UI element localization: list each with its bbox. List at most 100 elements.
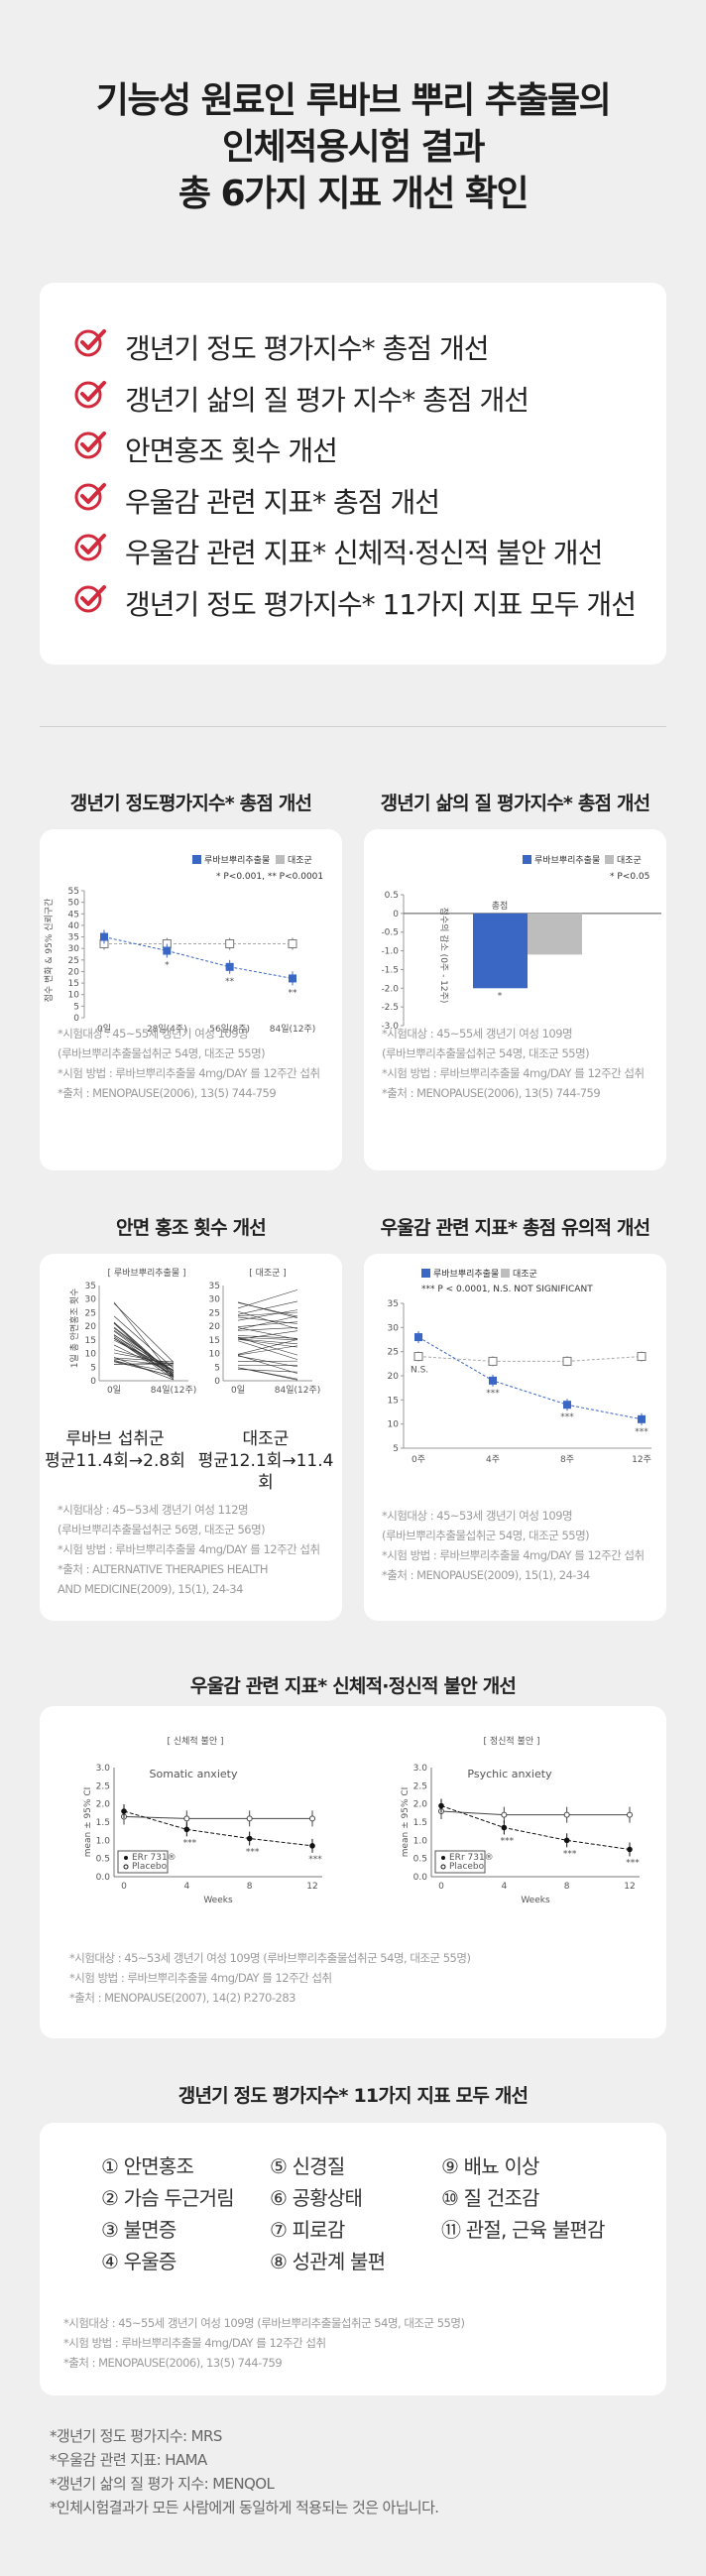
title-line-3: 총 6가지 지표 개선 확인 xyxy=(177,174,530,214)
placebo-line xyxy=(417,1356,643,1362)
hama-notes: *시험대상 : 45~53세 갱년기 여성 109명 (루바브뿌리추출물섭취군 5… xyxy=(382,1506,645,1585)
subject-line xyxy=(113,1358,175,1367)
note-line: *시험대상 : 45~53세 갱년기 여성 109명 (루바브뿌리추출물섭취군 … xyxy=(69,1951,471,1965)
subject-line xyxy=(237,1327,298,1331)
x-tick-label: 12 xyxy=(624,1882,635,1892)
check-circle-icon xyxy=(73,325,107,359)
note-line: *시험 방법 : 루바브뿌리추출물 4mg/DAY 를 12주간 섭취 xyxy=(69,1971,332,1985)
y-tick-label: 35 xyxy=(388,1299,399,1309)
legend-swatch-extract xyxy=(192,855,201,864)
x-tick-label: 8 xyxy=(564,1882,570,1892)
check-circle-icon xyxy=(73,428,107,461)
y-tick-label: 35 xyxy=(209,1282,220,1291)
note-line: *출처 : MENOPAUSE(2006), 13(5) 744-759 xyxy=(63,2356,283,2370)
bar-label: 총점 xyxy=(492,900,509,912)
improvement-list-card xyxy=(40,283,666,665)
y-tick-label: 20 xyxy=(209,1322,221,1332)
y-tick-label: 30 xyxy=(388,1323,400,1333)
indicator-item: ⑪ 관절, 근육 불편감 xyxy=(441,2218,605,2242)
placebo-point xyxy=(562,1356,572,1366)
subject-line xyxy=(113,1339,175,1371)
placebo-point xyxy=(288,939,297,949)
x-tick-label: 0 xyxy=(121,1882,127,1892)
placebo-point xyxy=(637,1352,647,1362)
extract-point xyxy=(501,1824,508,1831)
anxiety-chart-b: Psychic anxiety xyxy=(467,1768,552,1780)
y-tick-label: 0.5 xyxy=(96,1855,110,1865)
subject-line xyxy=(237,1355,298,1368)
y-tick-label: -2.5 xyxy=(381,1003,399,1013)
improvement-item: 우울감 관련 지표* 총점 개선 xyxy=(125,485,440,519)
hama-card: 루바브뿌리추출물 대조군 *** P < 0.0001, N.S. NOT SI… xyxy=(364,1254,666,1621)
x-tick-label: 0 xyxy=(438,1882,444,1892)
subject-line xyxy=(113,1337,175,1380)
menqol-notes: *시험대상 : 45~55세 갱년기 여성 109명 (루바브뿌리추출물섭취군 5… xyxy=(382,1024,645,1103)
indicator-item: ① 안면홍조 xyxy=(101,2154,194,2178)
x-tick-label: 56일(8주) xyxy=(209,1024,250,1035)
footnote: *갱년기 정도 평가지수: MRS xyxy=(50,2427,222,2445)
subject-line xyxy=(113,1321,175,1376)
y-tick-label: 50 xyxy=(68,899,80,909)
placebo-point xyxy=(246,1815,253,1822)
legend-placebo: Placebo xyxy=(449,1862,485,1872)
legend-extract: ERr 731® xyxy=(132,1853,176,1863)
extract-point xyxy=(225,962,234,971)
improvement-item: 갱년기 정도 평가지수* 11가지 지표 모두 개선 xyxy=(125,587,637,621)
anxiety-xlabel: Weeks xyxy=(203,1896,233,1905)
footnote: *갱년기 삶의 질 평가 지수: MENQOL xyxy=(50,2475,275,2493)
extract-point xyxy=(563,1837,570,1844)
note-line: *출처 : MENOPAUSE(2006), 13(5) 744-759 xyxy=(58,1086,277,1100)
menqol-legend-a: 루바브뿌리추출물 xyxy=(534,855,600,866)
x-tick-label: 0일 xyxy=(231,1385,245,1396)
subject-line xyxy=(113,1362,175,1365)
y-tick-label: 15 xyxy=(209,1336,220,1346)
y-tick-label: 10 xyxy=(209,1350,221,1360)
y-tick-label: 3.0 xyxy=(96,1764,111,1774)
title-line-1: 기능성 원료인 루바브 뿌리 추출물의 xyxy=(95,80,612,121)
section-divider xyxy=(40,726,666,727)
y-tick-label: 2.0 xyxy=(413,1800,428,1810)
indicator-item: ⑦ 피로감 xyxy=(270,2218,345,2242)
sig-star: * xyxy=(498,991,503,1001)
y-tick-label: 0 xyxy=(393,910,399,920)
flush-chart: [ 루바브뿌리추출물 ] [ 대조군 ] 1일 총 안면홍조 횟수 0 5 10 15… xyxy=(68,1268,320,1396)
extract-bar xyxy=(473,913,528,989)
extract-point xyxy=(309,1843,315,1849)
extract-point xyxy=(414,1333,422,1342)
mrs-legend-a: 루바브뿌리추출물 xyxy=(204,855,270,866)
check-circle-icon xyxy=(73,479,107,513)
y-tick-label: 15 xyxy=(68,979,79,989)
sig-star: *** xyxy=(246,1848,260,1858)
y-tick-label: 1.0 xyxy=(96,1836,111,1846)
subject-line xyxy=(113,1360,175,1377)
subject-line xyxy=(237,1338,298,1345)
sig-star: *** xyxy=(486,1389,500,1399)
subject-line xyxy=(237,1289,298,1309)
subject-line xyxy=(237,1355,298,1374)
improvement-item: 갱년기 삶의 질 평가 지수* 총점 개선 xyxy=(125,383,530,417)
note-line: *시험대상 : 45~55세 갱년기 여성 109명 xyxy=(58,1027,249,1041)
subject-line xyxy=(113,1315,175,1369)
legend-box xyxy=(434,1850,486,1874)
note-line: *출처 : ALTERNATIVE THERAPIES HEALTH xyxy=(58,1562,269,1576)
indicator-item: ④ 우울증 xyxy=(101,2250,176,2273)
placebo-line xyxy=(123,1816,312,1819)
sig-star: *** xyxy=(501,1837,515,1847)
y-tick-label: 10 xyxy=(85,1350,97,1360)
hama-title: 우울감 관련 지표* 총점 유의적 개선 xyxy=(380,1217,651,1239)
anxiety-ylabel: mean ± 95% CI xyxy=(401,1787,411,1858)
subject-line xyxy=(237,1327,298,1340)
y-tick-label: 5 xyxy=(393,1444,399,1454)
subject-line xyxy=(113,1326,175,1374)
subject-line xyxy=(237,1311,298,1316)
page-title: 기능성 원료인 루바브 뿌리 추출물의 인체적용시험 결과 총 6가지 지표 개… xyxy=(0,77,706,217)
flush-panel-b: [ 대조군 ] xyxy=(249,1268,287,1279)
extract-point xyxy=(246,1835,253,1842)
note-line: *시험대상 : 45~55세 갱년기 여성 109명 (루바브뿌리추출물섭취군 … xyxy=(63,2316,465,2330)
subject-line xyxy=(113,1330,175,1375)
x-tick-label: 0일 xyxy=(107,1385,121,1396)
anxiety-panel-a: [ 신체적 불안 ] xyxy=(167,1735,223,1747)
x-tick-label: 84일(12주) xyxy=(270,1024,316,1035)
hama-legend-a: 루바브뿌리추출물 xyxy=(433,1269,499,1280)
